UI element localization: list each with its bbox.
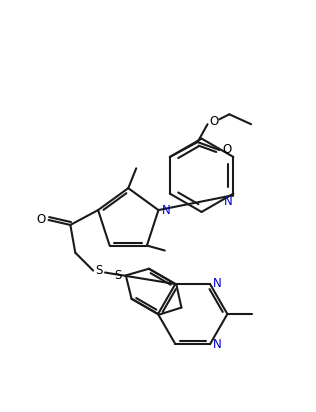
Text: N: N [213, 278, 221, 290]
Text: N: N [213, 337, 221, 351]
Text: O: O [210, 115, 219, 128]
Text: O: O [223, 143, 232, 157]
Text: N: N [162, 204, 171, 217]
Text: S: S [95, 264, 103, 277]
Text: O: O [36, 213, 45, 227]
Text: N: N [224, 195, 233, 208]
Text: S: S [114, 269, 122, 282]
